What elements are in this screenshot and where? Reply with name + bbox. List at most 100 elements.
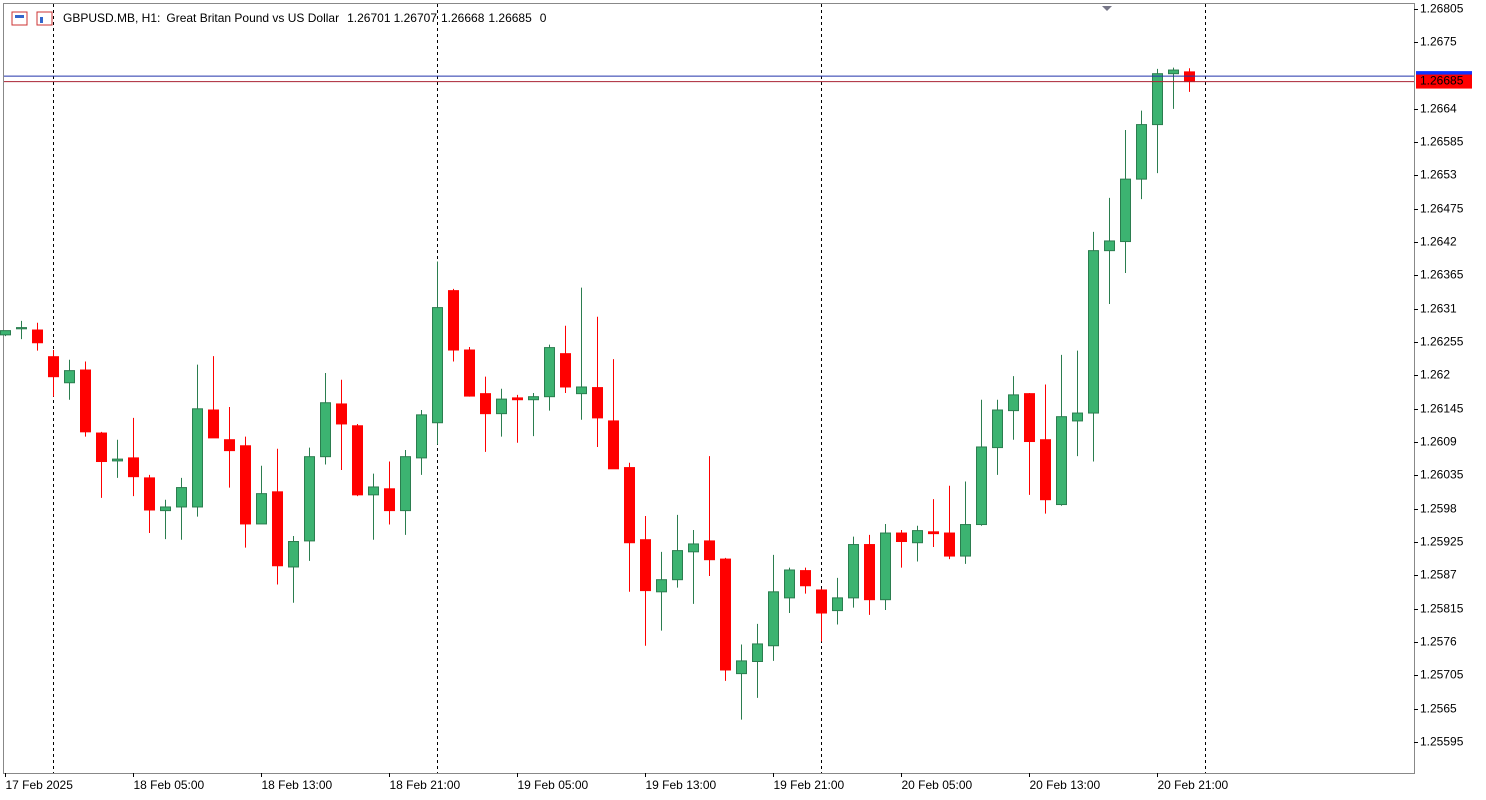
candle-body	[720, 558, 731, 671]
candle-body	[64, 370, 75, 384]
y-tick-label: 1.26585	[1420, 135, 1464, 149]
volume-value: 0	[540, 11, 547, 25]
candle-body	[160, 506, 171, 512]
header: GBPUSD.MB, H1: Great Britan Pound vs US D…	[63, 11, 547, 25]
candle-body	[272, 491, 283, 567]
candle-body	[928, 531, 939, 535]
candle-body	[960, 524, 971, 557]
close-value: 1.26685	[488, 11, 532, 25]
candle-body	[768, 591, 779, 647]
candle-body	[400, 456, 411, 512]
shift-marker[interactable]	[1102, 6, 1112, 11]
y-tick-label: 1.26255	[1420, 335, 1464, 349]
candle-body	[144, 477, 155, 511]
candle-body	[672, 550, 683, 581]
candle-body	[240, 445, 251, 525]
candle-body	[592, 387, 603, 419]
y-tick-label: 1.2642	[1420, 235, 1457, 249]
candle-body	[1008, 394, 1019, 412]
y-tick-label: 1.25595	[1420, 735, 1464, 749]
icon-chart[interactable]	[36, 11, 53, 26]
candle-body	[544, 347, 555, 398]
candle-body	[1184, 71, 1195, 83]
candle-body	[448, 290, 459, 351]
candle-body	[608, 420, 619, 470]
ask-marker	[1416, 71, 1472, 76]
candle-body	[432, 307, 443, 424]
candle-body	[896, 532, 907, 543]
y-tick-label: 1.2587	[1420, 568, 1457, 582]
y-tick-label: 1.25925	[1420, 535, 1464, 549]
x-tick-label: 18 Feb 05:00	[134, 778, 205, 792]
y-tick-label: 1.25815	[1420, 602, 1464, 616]
candle-body	[384, 488, 395, 512]
candle-body	[656, 579, 667, 593]
y-tick-label: 1.25705	[1420, 668, 1464, 682]
icon-window[interactable]	[11, 11, 28, 26]
y-tick-label: 1.26805	[1420, 2, 1464, 16]
candle-body	[112, 458, 123, 462]
candle-body	[336, 403, 347, 425]
candle-body	[256, 493, 267, 525]
candle-body	[624, 467, 635, 544]
candle-body	[464, 349, 475, 397]
candle-body	[576, 386, 587, 395]
x-tick-label: 17 Feb 2025	[6, 778, 74, 792]
candle-body	[864, 544, 875, 601]
candle-body	[192, 408, 203, 508]
candle-body	[16, 327, 27, 330]
candle-body	[528, 396, 539, 401]
candle-body	[32, 329, 43, 344]
candle-body	[96, 432, 107, 463]
x-tick-label: 18 Feb 13:00	[262, 778, 333, 792]
candle-body	[224, 439, 235, 452]
description: Great Britan Pound vs US Dollar	[166, 11, 339, 25]
y-tick-label: 1.2609	[1420, 435, 1457, 449]
candle-body	[640, 539, 651, 592]
candle-body	[880, 532, 891, 601]
y-tick-label: 1.2664	[1420, 102, 1457, 116]
x-tick-label: 20 Feb 21:00	[1158, 778, 1229, 792]
candle-body	[1136, 124, 1147, 180]
candle-body	[496, 398, 507, 415]
y-tick-label: 1.2565	[1420, 702, 1457, 716]
candle-body	[752, 643, 763, 662]
candle-body	[80, 369, 91, 433]
candle-body	[480, 393, 491, 415]
candle-body	[1088, 250, 1099, 414]
candle-body	[832, 597, 843, 612]
y-tick-label: 1.2675	[1420, 35, 1457, 49]
candle-body	[1040, 439, 1051, 501]
y-tick-label: 1.2631	[1420, 302, 1457, 316]
candle-body	[560, 353, 571, 388]
x-tick-label: 20 Feb 05:00	[902, 778, 973, 792]
x-tick-label: 20 Feb 13:00	[1030, 778, 1101, 792]
candle-body	[352, 425, 363, 496]
candle-body	[816, 589, 827, 614]
candle-body	[0, 330, 11, 336]
candle-body	[1152, 73, 1163, 126]
candle-body	[1056, 416, 1067, 506]
x-tick-label: 19 Feb 13:00	[646, 778, 717, 792]
candle-body	[912, 530, 923, 544]
low-value: 1.26668	[441, 11, 485, 25]
candle-body	[1072, 412, 1083, 422]
x-tick-label: 19 Feb 21:00	[774, 778, 845, 792]
y-tick-label: 1.26145	[1420, 402, 1464, 416]
candle-body	[736, 660, 747, 675]
candle-body	[1120, 178, 1131, 243]
candle-body	[304, 456, 315, 542]
candle-body	[176, 487, 187, 508]
bid-price-box	[1416, 74, 1472, 89]
candle-body	[992, 409, 1003, 449]
candle-body	[128, 457, 139, 478]
bid-price-label: 1.26685	[1420, 74, 1464, 88]
candle-body	[288, 541, 299, 568]
candle-body	[208, 409, 219, 439]
y-tick-label: 1.262	[1420, 368, 1450, 382]
candle-body	[512, 397, 523, 401]
candle-body	[848, 544, 859, 599]
y-tick-label: 1.2576	[1420, 635, 1457, 649]
